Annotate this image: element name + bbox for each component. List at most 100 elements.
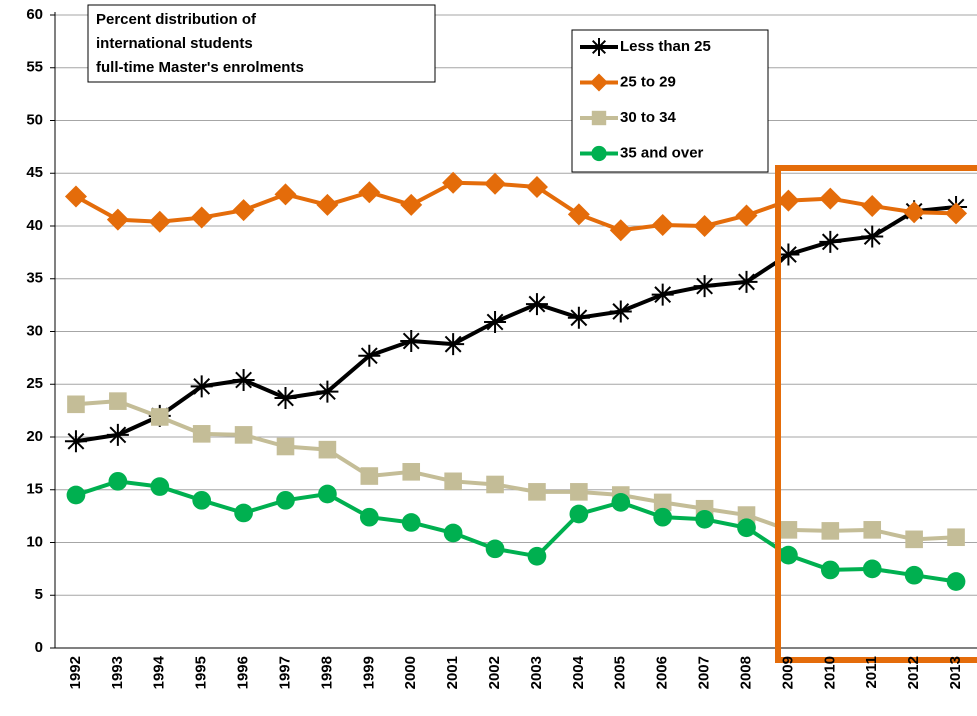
marker <box>192 490 212 510</box>
x-tick-label: 1997 <box>276 656 293 689</box>
x-tick-label: 1999 <box>360 656 377 689</box>
marker <box>190 206 213 229</box>
x-tick-label: 2013 <box>947 656 964 689</box>
legend-marker <box>590 73 608 92</box>
marker <box>316 380 339 403</box>
marker <box>567 306 590 329</box>
marker <box>64 430 87 453</box>
legend-marker <box>590 38 608 56</box>
marker <box>821 522 840 540</box>
x-tick-label: 1994 <box>151 655 168 689</box>
marker <box>611 493 631 512</box>
marker <box>150 408 169 426</box>
marker <box>905 530 923 549</box>
marker <box>359 507 379 527</box>
x-tick-label: 2007 <box>696 656 713 689</box>
x-tick-label: 2004 <box>570 655 587 689</box>
marker <box>777 189 800 212</box>
marker <box>443 523 463 543</box>
x-tick-label: 2012 <box>905 656 922 689</box>
marker <box>904 565 924 585</box>
marker <box>570 483 588 501</box>
chart-title: international students <box>96 35 253 52</box>
marker <box>106 423 129 446</box>
series <box>67 392 965 549</box>
marker <box>653 493 672 512</box>
marker <box>903 201 926 224</box>
x-tick-label: 2002 <box>486 656 503 689</box>
x-tick-label: 1992 <box>67 656 84 689</box>
marker <box>358 181 381 204</box>
marker <box>444 472 462 491</box>
marker <box>232 369 255 392</box>
marker <box>402 463 421 481</box>
x-tick-label: 2008 <box>737 656 754 689</box>
marker <box>609 219 632 242</box>
marker <box>861 194 884 217</box>
y-tick-label: 60 <box>26 6 43 23</box>
series <box>64 196 968 453</box>
marker <box>234 426 253 444</box>
marker <box>651 213 674 236</box>
marker <box>442 171 465 194</box>
marker <box>192 425 211 443</box>
plot <box>64 171 968 591</box>
legend-label: 25 to 29 <box>620 73 676 90</box>
marker <box>528 483 546 501</box>
marker <box>67 395 85 414</box>
marker <box>150 477 170 496</box>
marker <box>946 572 966 591</box>
marker <box>863 521 882 539</box>
legend-label: 30 to 34 <box>620 109 677 126</box>
x-tick-label: 2003 <box>528 656 545 689</box>
y-tick-label: 10 <box>26 533 43 550</box>
x-tick-label: 1995 <box>193 656 210 689</box>
y-tick-label: 15 <box>26 481 43 498</box>
marker <box>484 172 507 195</box>
legend-label: 35 and over <box>620 144 704 161</box>
marker <box>316 193 339 216</box>
marker <box>569 504 589 524</box>
marker <box>693 275 716 298</box>
x-tick-label: 2009 <box>779 656 796 689</box>
x-tick-label: 2000 <box>402 656 419 689</box>
line <box>74 180 957 233</box>
marker <box>486 475 504 494</box>
x-tick-label: 2011 <box>863 656 880 689</box>
marker <box>735 270 758 293</box>
x-tick-label: 2005 <box>612 656 629 689</box>
highlight-box <box>775 165 977 663</box>
x-tick-label: 2001 <box>444 656 461 689</box>
y-tick-label: 35 <box>26 270 43 287</box>
marker <box>527 546 547 566</box>
marker <box>108 471 128 491</box>
marker <box>66 485 86 505</box>
legend-label: Less than 25 <box>620 38 711 55</box>
marker <box>737 518 756 538</box>
title-box <box>87 4 436 83</box>
x-tick-label: 2006 <box>654 656 671 689</box>
marker <box>693 215 716 237</box>
marker <box>190 375 213 398</box>
x-tick-label: 1998 <box>318 656 335 689</box>
legend-marker <box>591 110 607 126</box>
marker <box>737 506 756 524</box>
marker <box>609 300 632 323</box>
series <box>66 471 966 591</box>
marker <box>318 440 337 459</box>
legend-marker <box>591 145 607 162</box>
marker <box>819 187 842 210</box>
line <box>75 399 957 542</box>
chart-title: full-time Master's enrolments <box>96 59 304 76</box>
y-tick-label: 5 <box>35 586 43 603</box>
line <box>75 205 957 444</box>
marker <box>276 437 295 456</box>
y-tick-label: 30 <box>26 322 43 339</box>
marker <box>779 545 798 565</box>
chart-title: Percent distribution of <box>96 11 257 28</box>
marker <box>525 175 548 198</box>
x-tick-label: 2010 <box>821 656 838 689</box>
marker <box>400 193 423 216</box>
marker <box>695 509 714 529</box>
